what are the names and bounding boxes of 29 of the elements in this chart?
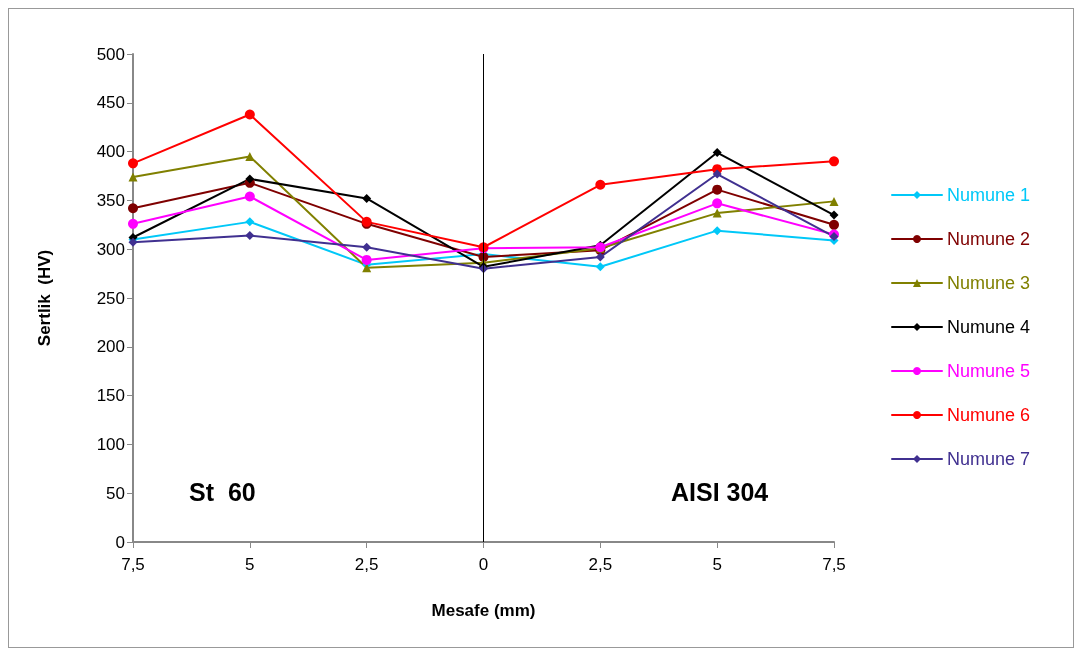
y-tick-label: 300 (96, 239, 125, 259)
x-axis-title: Mesafe (mm) (431, 601, 536, 620)
legend-label: Numune 6 (947, 405, 1031, 425)
y-tick-label: 450 (96, 93, 125, 113)
x-tick-label: 5 (245, 555, 255, 574)
x-tick-label: 7,5 (121, 555, 145, 574)
x-tick-label: 7,5 (822, 555, 846, 574)
legend-label: Numune 4 (947, 317, 1031, 337)
y-tick-label: 150 (96, 386, 125, 406)
legend-label: Numune 5 (947, 361, 1031, 381)
annotation: AISI 304 (671, 477, 769, 506)
y-axis-title: Sertlik (HV) (35, 249, 54, 347)
y-tick-label: 350 (96, 190, 125, 210)
x-tick-label: 0 (478, 555, 489, 574)
legend-label: Numune 3 (947, 273, 1031, 293)
x-tick-label: 2,5 (354, 555, 379, 574)
legend-label: Numune 7 (947, 449, 1031, 469)
y-tick-label: 0 (115, 532, 125, 552)
x-tick-label: 2,5 (588, 555, 613, 574)
y-tick-label: 500 (96, 44, 125, 64)
legend-label: Numune 1 (947, 185, 1031, 205)
y-tick-label: 50 (106, 483, 125, 503)
y-tick-label: 100 (96, 434, 125, 454)
y-tick-label: 250 (96, 288, 125, 308)
y-tick-label: 400 (96, 142, 125, 162)
annotation: St 60 (189, 477, 256, 506)
y-tick-label: 200 (96, 337, 125, 357)
x-tick-label: 5 (712, 555, 722, 574)
legend-label: Numune 2 (947, 229, 1031, 249)
